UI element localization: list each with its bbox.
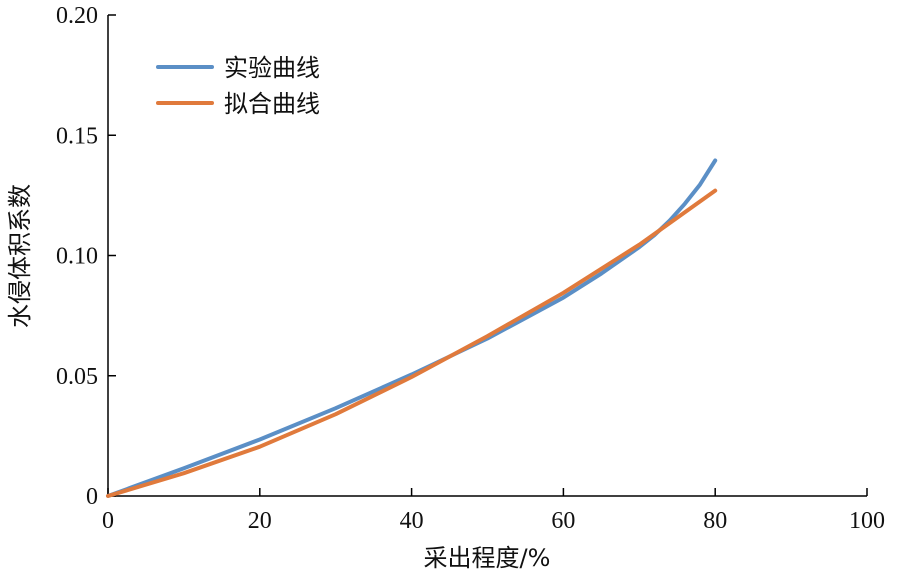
axes	[107, 15, 867, 497]
legend-label-2: 拟合曲线	[224, 90, 320, 118]
x-axis-title: 采出程度/%	[424, 544, 551, 572]
x-tick-label: 20	[248, 508, 272, 534]
x-tick-label: 60	[551, 508, 575, 534]
y-tick-label: 0.20	[56, 3, 98, 29]
y-tick-label: 0.15	[56, 123, 98, 149]
x-tick-label: 100	[849, 508, 885, 534]
y-tick-label: 0.05	[56, 364, 98, 390]
series	[106, 158, 718, 498]
series-line-1	[106, 158, 718, 498]
y-tick-label: 0.10	[56, 244, 98, 270]
ticks: 0 20 40 60 80 100 0 0.05 0.10 0.15 0.20	[56, 3, 885, 534]
x-tick-label: 40	[400, 508, 424, 534]
x-tick-label: 80	[703, 508, 727, 534]
x-tick-label: 0	[102, 508, 114, 534]
series-line-2	[106, 188, 718, 498]
legend-label-1: 实验曲线	[224, 54, 320, 82]
y-axis-title: 水侵体积系数	[6, 184, 34, 328]
y-tick-label: 0	[86, 484, 98, 510]
